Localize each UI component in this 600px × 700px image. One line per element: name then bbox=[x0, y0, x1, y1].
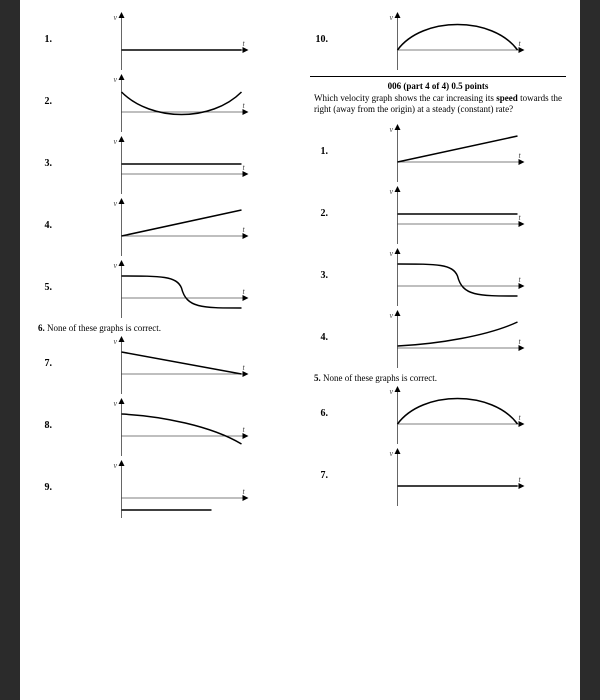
velocity-graph: v t bbox=[58, 258, 290, 320]
option-number: 2. bbox=[34, 72, 52, 107]
option-number: 7. bbox=[34, 334, 52, 369]
graph-option: 2. v t bbox=[34, 72, 290, 134]
svg-text:t: t bbox=[243, 287, 246, 296]
svg-text:t: t bbox=[243, 487, 246, 496]
graph-option: 1. v t bbox=[34, 10, 290, 72]
velocity-graph: v t bbox=[58, 334, 290, 396]
right-column: 10. v t 006 (part 4 of 4) 0.5 points Whic… bbox=[310, 10, 566, 700]
svg-text:t: t bbox=[243, 39, 246, 48]
graph-option: 4. v t bbox=[34, 196, 290, 258]
svg-text:t: t bbox=[243, 225, 246, 234]
velocity-graph: v t bbox=[334, 446, 566, 508]
graph-option: 9. v t bbox=[34, 458, 290, 520]
option-number: 1. bbox=[34, 10, 52, 45]
svg-text:t: t bbox=[243, 363, 246, 372]
svg-text:v: v bbox=[114, 137, 118, 146]
graph-option: 7. v t bbox=[310, 446, 566, 508]
option-number: 8. bbox=[34, 396, 52, 431]
svg-text:v: v bbox=[114, 399, 118, 408]
velocity-graph: v t bbox=[58, 134, 290, 196]
option-number: 2. bbox=[310, 184, 328, 219]
velocity-graph: v t bbox=[334, 184, 566, 246]
svg-text:t: t bbox=[519, 39, 522, 48]
svg-text:t: t bbox=[243, 163, 246, 172]
svg-text:v: v bbox=[114, 75, 118, 84]
svg-text:t: t bbox=[243, 101, 246, 110]
question-text: Which velocity graph shows the car incre… bbox=[310, 93, 566, 116]
option-number: 4. bbox=[34, 196, 52, 231]
svg-text:v: v bbox=[390, 311, 394, 320]
velocity-graph: v t bbox=[334, 122, 566, 184]
option-number: 5. bbox=[34, 258, 52, 293]
text-option: 5. None of these graphs is correct. bbox=[310, 373, 566, 383]
svg-text:t: t bbox=[519, 275, 522, 284]
svg-text:v: v bbox=[114, 461, 118, 470]
option-number: 6. bbox=[310, 384, 328, 419]
velocity-graph: v t bbox=[334, 308, 566, 370]
svg-text:v: v bbox=[114, 261, 118, 270]
svg-text:v: v bbox=[390, 387, 394, 396]
option-number: 10. bbox=[310, 10, 328, 45]
page: 1. v t 2. v t 3. v t 4. v bbox=[20, 0, 580, 700]
svg-text:v: v bbox=[114, 13, 118, 22]
velocity-graph: v t bbox=[58, 396, 290, 458]
graph-option: 6. v t bbox=[310, 384, 566, 446]
option-number: 4. bbox=[310, 308, 328, 343]
svg-text:t: t bbox=[519, 337, 522, 346]
velocity-graph: v t bbox=[334, 384, 566, 446]
velocity-graph: v t bbox=[58, 458, 290, 520]
left-column: 1. v t 2. v t 3. v t 4. v bbox=[34, 10, 290, 700]
graph-option: 5. v t bbox=[34, 258, 290, 320]
svg-text:v: v bbox=[114, 337, 118, 346]
graph-option: 8. v t bbox=[34, 396, 290, 458]
velocity-graph: v t bbox=[58, 72, 290, 134]
graph-option: 1. v t bbox=[310, 122, 566, 184]
graph-option: 3. v t bbox=[310, 246, 566, 308]
svg-text:t: t bbox=[243, 425, 246, 434]
velocity-graph: v t bbox=[334, 246, 566, 308]
graph-option: 7. v t bbox=[34, 334, 290, 396]
option-number: 7. bbox=[310, 446, 328, 481]
svg-text:t: t bbox=[519, 475, 522, 484]
velocity-graph: v t bbox=[334, 10, 566, 72]
svg-text:t: t bbox=[519, 151, 522, 160]
svg-text:v: v bbox=[390, 13, 394, 22]
graph-option: 2. v t bbox=[310, 184, 566, 246]
velocity-graph: v t bbox=[58, 196, 290, 258]
option-number: 3. bbox=[310, 246, 328, 281]
graph-option: 4. v t bbox=[310, 308, 566, 370]
question-header: 006 (part 4 of 4) 0.5 points bbox=[310, 76, 566, 91]
option-number: 3. bbox=[34, 134, 52, 169]
svg-text:v: v bbox=[390, 187, 394, 196]
svg-text:t: t bbox=[519, 413, 522, 422]
svg-text:t: t bbox=[519, 213, 522, 222]
option-number: 9. bbox=[34, 458, 52, 493]
svg-text:v: v bbox=[114, 199, 118, 208]
text-option: 6. None of these graphs is correct. bbox=[34, 323, 290, 333]
svg-text:v: v bbox=[390, 249, 394, 258]
graph-option: 10. v t bbox=[310, 10, 566, 72]
option-number: 1. bbox=[310, 122, 328, 157]
svg-text:v: v bbox=[390, 125, 394, 134]
svg-text:v: v bbox=[390, 449, 394, 458]
velocity-graph: v t bbox=[58, 10, 290, 72]
graph-option: 3. v t bbox=[34, 134, 290, 196]
